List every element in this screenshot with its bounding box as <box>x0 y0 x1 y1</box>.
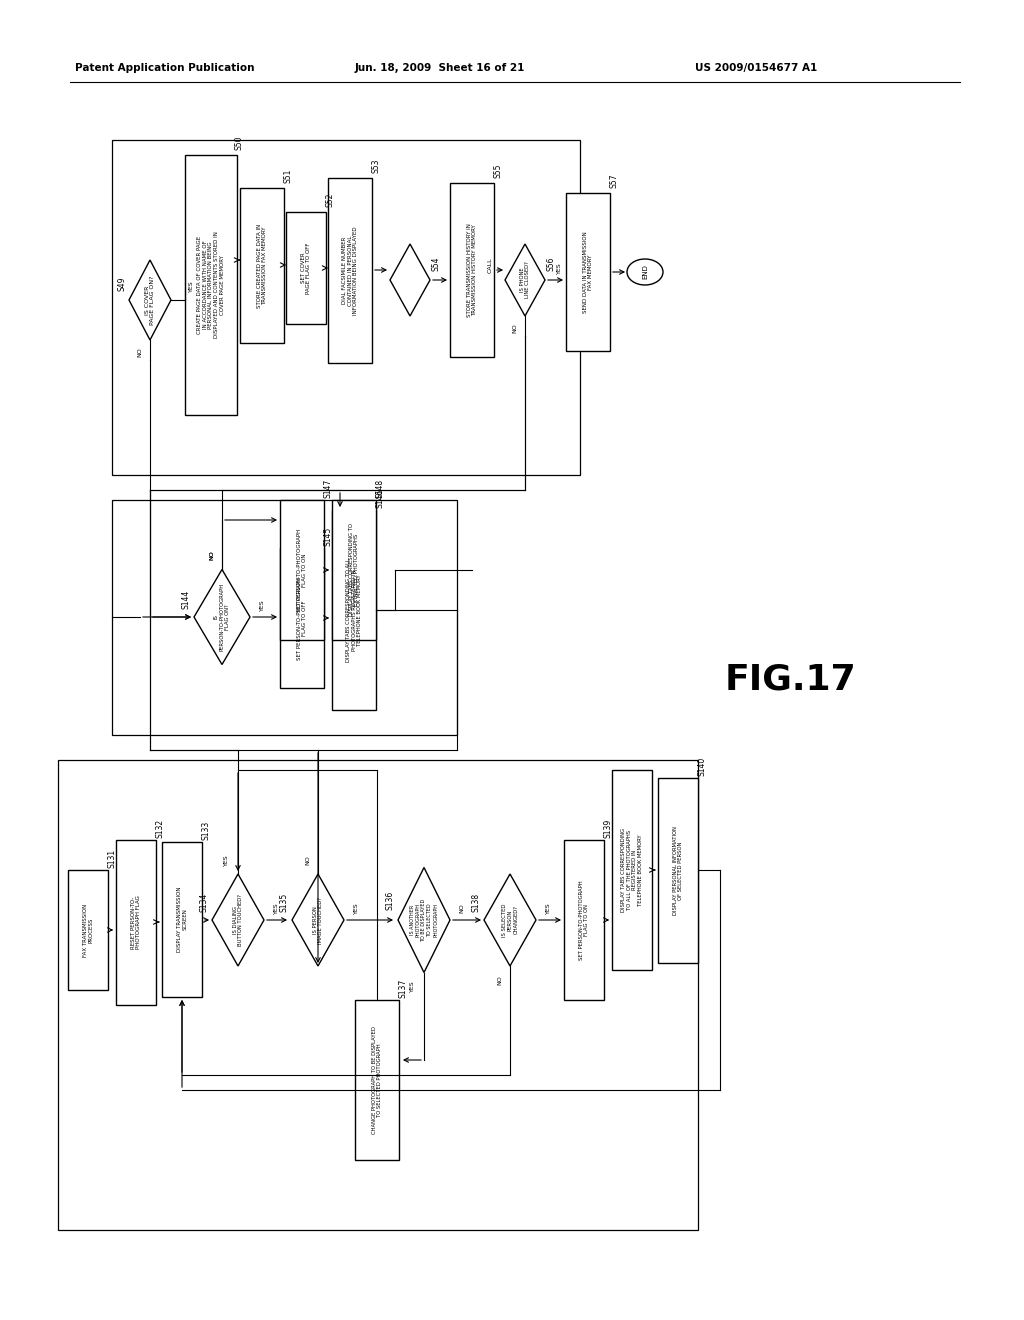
Text: S51: S51 <box>284 169 293 183</box>
Bar <box>328 178 372 363</box>
Text: SET PERSON-TO-PHOTOGRAPH
FLAG TO ON: SET PERSON-TO-PHOTOGRAPH FLAG TO ON <box>579 880 590 960</box>
Text: YES: YES <box>410 981 415 993</box>
Text: S145: S145 <box>324 527 333 545</box>
Text: US 2009/0154677 A1: US 2009/0154677 A1 <box>695 63 817 73</box>
Ellipse shape <box>627 259 663 285</box>
Text: IS DIALING
BUTTON TOUCHED?: IS DIALING BUTTON TOUCHED? <box>232 894 244 946</box>
Text: S52: S52 <box>326 193 335 207</box>
Text: DISPLAY TABS CORRESPONDING TO ALL
PHOTOGRAPHS REGISTERED IN
TELEPHONE BOOK MEMOR: DISPLAY TABS CORRESPONDING TO ALL PHOTOG… <box>346 558 362 661</box>
Text: FAX TRANSMISSION
PROCESS: FAX TRANSMISSION PROCESS <box>83 903 93 957</box>
Text: FIG.17: FIG.17 <box>724 663 856 697</box>
Text: S144: S144 <box>181 589 190 609</box>
Text: S138: S138 <box>471 892 480 912</box>
Text: SET COVER
PAGE FLAG TO OFF: SET COVER PAGE FLAG TO OFF <box>301 243 311 294</box>
Text: SET PERSON-TO-PHOTOGRAPH
FLAG TO OFF: SET PERSON-TO-PHOTOGRAPH FLAG TO OFF <box>297 577 307 660</box>
Bar <box>332 510 376 710</box>
Text: CHANGE PHOTOGRAPH TO BE DISPLAYED
TO SELECTED PHOTOGRAPH: CHANGE PHOTOGRAPH TO BE DISPLAYED TO SEL… <box>372 1026 382 1134</box>
Text: Patent Application Publication: Patent Application Publication <box>75 63 255 73</box>
Text: S53: S53 <box>372 158 381 173</box>
Text: S146: S146 <box>376 488 384 508</box>
Bar <box>112 140 580 475</box>
Bar <box>58 760 698 1230</box>
Bar <box>112 500 457 735</box>
Bar <box>280 500 324 640</box>
Polygon shape <box>212 874 264 966</box>
Text: Jun. 18, 2009  Sheet 16 of 21: Jun. 18, 2009 Sheet 16 of 21 <box>355 63 525 73</box>
Bar <box>185 154 237 414</box>
Text: S135: S135 <box>280 892 289 912</box>
Text: NO: NO <box>498 975 503 985</box>
Text: S131: S131 <box>108 849 117 867</box>
Bar <box>355 1001 399 1160</box>
Text: DISPLAY TABS CORRESPONDING TO
EXTRACTED PHOTOGRAPHS: DISPLAY TABS CORRESPONDING TO EXTRACTED … <box>348 524 359 616</box>
Text: S133: S133 <box>202 820 211 840</box>
Text: S136: S136 <box>385 891 394 909</box>
Bar <box>564 840 604 1001</box>
Text: NO: NO <box>210 550 214 561</box>
Text: DISPLAY TABS CORRESPONDING
TO ALL OF THE PHOTOGRAPHS
REGISTERED IN
TELEPHONE BOO: DISPLAY TABS CORRESPONDING TO ALL OF THE… <box>621 828 643 912</box>
Text: NO: NO <box>210 550 214 561</box>
Polygon shape <box>505 244 545 315</box>
Text: S139: S139 <box>603 818 612 838</box>
Text: SEND DATA IN TRANSMISSION
FAX MEMORY: SEND DATA IN TRANSMISSION FAX MEMORY <box>583 231 593 313</box>
Bar <box>162 842 202 997</box>
Text: S57: S57 <box>609 174 618 189</box>
Text: S50: S50 <box>234 136 244 150</box>
Text: YES: YES <box>223 854 228 866</box>
Text: SET PERSON-TO-PHOTOGRAPH
FLAG TO ON: SET PERSON-TO-PHOTOGRAPH FLAG TO ON <box>297 528 307 611</box>
Bar <box>116 840 156 1005</box>
Bar <box>286 213 326 323</box>
Text: RESET PERSON-TO-
PHOTOGRAPH FLAG: RESET PERSON-TO- PHOTOGRAPH FLAG <box>131 895 141 949</box>
Bar <box>280 548 324 688</box>
Bar <box>68 870 108 990</box>
Text: YES: YES <box>546 902 551 913</box>
Text: DISPLAY PERSONAL INFORMATION
OF SELECTED PERSON: DISPLAY PERSONAL INFORMATION OF SELECTED… <box>673 826 683 915</box>
Text: NO: NO <box>512 323 517 333</box>
Text: CREATE PAGE DATA OF COVER PAGE
IN ACCORDANCE WITH NAME OF
PERSONAL INFORMATION B: CREATE PAGE DATA OF COVER PAGE IN ACCORD… <box>197 231 225 338</box>
Bar <box>450 183 494 356</box>
Text: END: END <box>642 264 648 280</box>
Text: S134: S134 <box>200 892 209 912</box>
Text: S137: S137 <box>398 978 408 998</box>
Text: CALL: CALL <box>487 257 493 273</box>
Text: IS SELECTED
PERSON
CHANGED?: IS SELECTED PERSON CHANGED? <box>502 903 518 937</box>
Text: NO: NO <box>460 903 465 913</box>
Bar <box>240 187 284 343</box>
Polygon shape <box>292 874 344 966</box>
Text: IS
PERSON-TO-PHOTOGRAPH
FLAG ON?: IS PERSON-TO-PHOTOGRAPH FLAG ON? <box>214 583 230 651</box>
Bar <box>332 500 376 640</box>
Text: S54: S54 <box>431 257 440 271</box>
Text: IS PERSON
IMAGE TOUCHED?: IS PERSON IMAGE TOUCHED? <box>312 896 324 944</box>
Text: YES: YES <box>273 902 279 913</box>
Bar <box>658 777 698 964</box>
Text: IS ANOTHER
PHOTOGRAPH
TO BE DISPLAYED
TO SELECTED
PHOTOGRAPH: IS ANOTHER PHOTOGRAPH TO BE DISPLAYED TO… <box>410 899 438 941</box>
Bar <box>566 193 610 351</box>
Polygon shape <box>484 874 536 966</box>
Text: YES: YES <box>353 902 358 913</box>
Text: IS COVER
PAGE FLAG ON?: IS COVER PAGE FLAG ON? <box>144 276 156 325</box>
Text: S56: S56 <box>547 257 555 271</box>
Text: S55: S55 <box>494 164 503 178</box>
Bar <box>612 770 652 970</box>
Text: NO: NO <box>305 855 310 865</box>
Text: S132: S132 <box>156 818 165 838</box>
Text: YES: YES <box>556 263 561 273</box>
Text: IS PHONE
LINE CLOSED?: IS PHONE LINE CLOSED? <box>519 261 530 298</box>
Polygon shape <box>398 867 450 973</box>
Text: NO: NO <box>137 347 142 356</box>
Text: S148: S148 <box>376 478 384 498</box>
Text: S147: S147 <box>324 478 333 498</box>
Text: DISPLAY TRANSMISSION
SCREEN: DISPLAY TRANSMISSION SCREEN <box>176 887 187 952</box>
Text: S140: S140 <box>697 756 707 776</box>
Polygon shape <box>194 569 250 664</box>
Polygon shape <box>129 260 171 341</box>
Text: YES: YES <box>188 280 194 292</box>
Text: STORE CREATED PAGE DATA IN
TRANSMISSION FAX MEMORY: STORE CREATED PAGE DATA IN TRANSMISSION … <box>257 223 267 308</box>
Polygon shape <box>390 244 430 315</box>
Text: S49: S49 <box>118 277 127 292</box>
Text: DIAL FACSIMILE NUMBER
CONTAINED IN PERSONAL
INFORMATION BEING DISPLAYED: DIAL FACSIMILE NUMBER CONTAINED IN PERSO… <box>342 226 358 314</box>
Text: STORE TRANSMISSION HISTORY IN
TRANSMISSION HISTORY MEMORY: STORE TRANSMISSION HISTORY IN TRANSMISSI… <box>467 223 477 317</box>
Text: YES: YES <box>259 599 264 611</box>
